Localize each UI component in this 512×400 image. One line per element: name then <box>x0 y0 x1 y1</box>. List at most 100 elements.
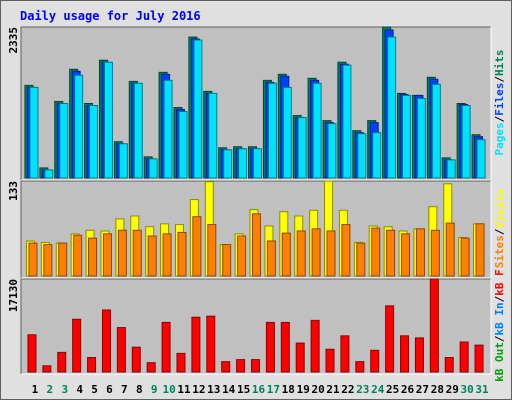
bar <box>192 216 202 277</box>
chart-title: Daily usage for July 2016 <box>20 9 201 23</box>
bar <box>131 346 141 373</box>
bar <box>280 321 290 373</box>
bar <box>87 357 97 373</box>
x-tick-label: 24 <box>371 383 385 396</box>
bar <box>118 143 128 179</box>
bar <box>327 123 337 179</box>
bar <box>163 79 173 179</box>
x-tick-label: 11 <box>177 383 191 396</box>
bar <box>222 244 232 277</box>
legend-separator: / <box>493 76 506 83</box>
bar <box>444 357 454 373</box>
x-tick-label: 21 <box>326 383 340 396</box>
bar <box>237 235 247 277</box>
bar <box>162 233 172 277</box>
x-tick-label: 28 <box>431 383 444 396</box>
bar <box>446 159 456 179</box>
legend-separator: / <box>493 295 506 302</box>
bar <box>429 278 439 373</box>
bar <box>116 327 126 373</box>
bar <box>402 94 412 179</box>
bar <box>342 64 352 179</box>
bar <box>28 242 38 277</box>
legend-entry: Hits <box>493 50 506 77</box>
bar <box>236 359 246 373</box>
bar <box>459 341 469 373</box>
bar <box>42 365 52 373</box>
legend-separator: / <box>493 115 506 122</box>
bar <box>58 242 68 277</box>
bar <box>355 361 365 373</box>
panel-bevel-light <box>21 279 492 375</box>
bar <box>72 318 82 373</box>
bar <box>208 92 218 179</box>
bar <box>326 230 336 277</box>
bar <box>387 36 397 179</box>
legend-entry: kB Out <box>493 342 506 382</box>
x-tick-label: 19 <box>297 383 310 396</box>
x-tick-label: 10 <box>162 383 175 396</box>
bar <box>177 231 187 277</box>
bar <box>207 224 217 277</box>
legend-entry: Files <box>493 83 506 116</box>
bar <box>74 74 84 179</box>
bar <box>312 82 322 179</box>
bar <box>117 229 127 277</box>
bar <box>148 158 158 179</box>
x-tick-label: 14 <box>222 383 236 396</box>
bar <box>176 352 186 373</box>
bar <box>282 86 292 179</box>
bar <box>57 351 67 373</box>
bar <box>161 321 171 373</box>
bar <box>101 309 111 373</box>
x-tick-label: 31 <box>475 383 489 396</box>
legend-separator: / <box>493 335 506 342</box>
bar <box>401 233 411 277</box>
panel-bevel-light <box>21 27 492 181</box>
bar <box>266 240 276 277</box>
bar <box>88 237 98 277</box>
x-tick-label: 3 <box>61 383 68 396</box>
panel-bevel-dark <box>20 26 491 180</box>
bar <box>27 334 37 373</box>
bar <box>73 234 83 277</box>
x-tick-label: 26 <box>401 383 415 396</box>
bar <box>414 337 424 373</box>
legend-separator: / <box>493 228 506 235</box>
legend-entry: Sites <box>493 235 506 268</box>
bar <box>251 359 260 373</box>
panel-bevel-dark <box>20 278 491 374</box>
bar <box>59 103 69 179</box>
bar <box>475 223 485 277</box>
x-tick-label: 16 <box>252 383 266 396</box>
bar <box>386 229 396 277</box>
bar <box>370 349 380 373</box>
x-tick-label: 29 <box>446 383 459 396</box>
bar <box>385 305 395 373</box>
bar <box>430 229 440 277</box>
bar <box>341 224 351 277</box>
bar <box>445 222 455 277</box>
bar <box>474 344 484 373</box>
x-tick-label: 25 <box>386 383 399 396</box>
bar <box>400 335 410 373</box>
bar <box>193 39 203 179</box>
panel-bevel-dark <box>20 180 491 278</box>
x-tick-label: 17 <box>267 383 280 396</box>
bar <box>310 319 320 373</box>
bar <box>371 227 381 277</box>
x-tick-label: 7 <box>121 383 128 396</box>
x-tick-label: 23 <box>356 383 369 396</box>
bar <box>178 111 188 179</box>
x-tick-label: 30 <box>461 383 474 396</box>
x-tick-label: 8 <box>136 383 143 396</box>
bar <box>147 235 157 277</box>
bar <box>252 213 261 277</box>
bar <box>44 169 54 179</box>
bar <box>133 82 143 179</box>
bar <box>253 148 262 179</box>
bar <box>146 362 156 373</box>
x-tick-label: 4 <box>76 383 83 396</box>
x-tick-label: 5 <box>91 383 98 396</box>
panel <box>21 279 491 374</box>
